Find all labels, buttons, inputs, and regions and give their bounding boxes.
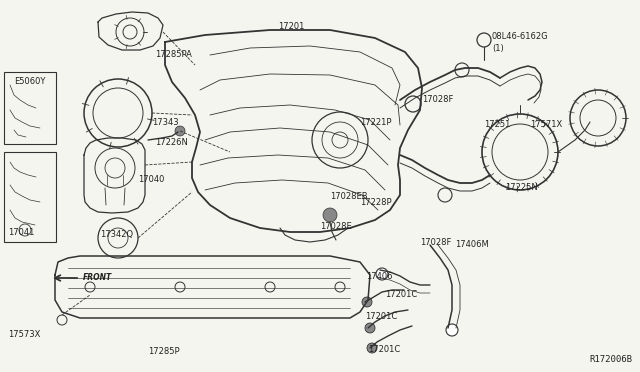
Text: 17041: 17041 [8, 228, 35, 237]
Text: 17573X: 17573X [8, 330, 40, 339]
Text: (1): (1) [492, 44, 504, 53]
Text: 17040: 17040 [138, 175, 164, 184]
Circle shape [362, 297, 372, 307]
Bar [4, 72, 56, 144]
Text: 17406M: 17406M [455, 240, 489, 249]
Text: 17201C: 17201C [385, 290, 417, 299]
Text: 17201C: 17201C [368, 345, 400, 354]
Text: 17251: 17251 [484, 120, 510, 129]
Text: 17225N: 17225N [505, 183, 538, 192]
Text: R172006B: R172006B [589, 355, 632, 364]
Text: 17221P: 17221P [360, 118, 392, 127]
Circle shape [175, 126, 185, 136]
Circle shape [365, 323, 375, 333]
Text: FRONT: FRONT [83, 273, 112, 282]
Text: 17571X: 17571X [530, 120, 563, 129]
Text: 17285PA: 17285PA [155, 50, 192, 59]
Circle shape [323, 208, 337, 222]
Text: 17228P: 17228P [360, 198, 392, 207]
Text: 17285P: 17285P [148, 347, 180, 356]
Text: 17028E: 17028E [320, 222, 352, 231]
Circle shape [367, 343, 377, 353]
Bar [4, 152, 56, 242]
Text: 17201: 17201 [278, 22, 305, 31]
Text: 17343: 17343 [152, 118, 179, 127]
Text: 17201C: 17201C [365, 312, 397, 321]
Text: 17406: 17406 [366, 272, 392, 281]
Text: 08L46-6162G: 08L46-6162G [492, 32, 548, 41]
Text: 17028F: 17028F [420, 238, 451, 247]
Text: E5060Y: E5060Y [14, 77, 45, 86]
Text: 17342Q: 17342Q [100, 230, 133, 239]
Circle shape [446, 324, 458, 336]
Text: 17028F: 17028F [422, 95, 453, 104]
Text: 17226N: 17226N [155, 138, 188, 147]
Circle shape [376, 268, 388, 280]
Text: 17028EB: 17028EB [330, 192, 367, 201]
